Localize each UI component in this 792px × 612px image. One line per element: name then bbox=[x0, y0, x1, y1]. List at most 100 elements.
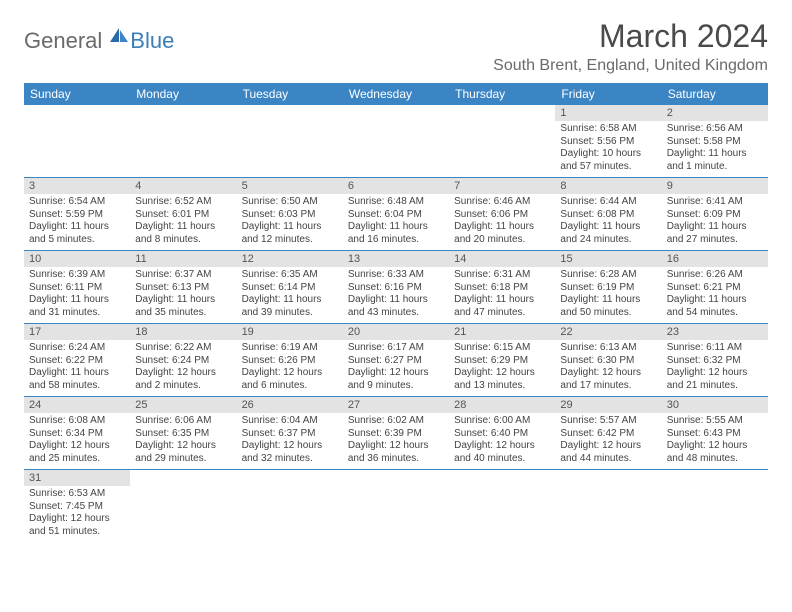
date-number: 9 bbox=[662, 178, 768, 194]
sail-icon bbox=[108, 26, 130, 49]
date-number: 2 bbox=[662, 105, 768, 121]
calendar-cell: 23Sunrise: 6:11 AMSunset: 6:32 PMDayligh… bbox=[662, 324, 768, 396]
calendar-cell: 15Sunrise: 6:28 AMSunset: 6:19 PMDayligh… bbox=[555, 251, 661, 323]
daylight-text: Daylight: 11 hours and 12 minutes. bbox=[242, 221, 338, 246]
sunrise-text: Sunrise: 6:06 AM bbox=[135, 415, 231, 428]
sunset-text: Sunset: 6:29 PM bbox=[454, 355, 550, 368]
calendar-cell: 12Sunrise: 6:35 AMSunset: 6:14 PMDayligh… bbox=[237, 251, 343, 323]
calendar-cell: 30Sunrise: 5:55 AMSunset: 6:43 PMDayligh… bbox=[662, 397, 768, 469]
daylight-text: Daylight: 12 hours and 6 minutes. bbox=[242, 367, 338, 392]
date-number: 30 bbox=[662, 397, 768, 413]
date-number: 26 bbox=[237, 397, 343, 413]
cell-body: Sunrise: 6:33 AMSunset: 6:16 PMDaylight:… bbox=[343, 267, 449, 323]
calendar-cell: 28Sunrise: 6:00 AMSunset: 6:40 PMDayligh… bbox=[449, 397, 555, 469]
sunset-text: Sunset: 6:30 PM bbox=[560, 355, 656, 368]
cell-body: Sunrise: 6:06 AMSunset: 6:35 PMDaylight:… bbox=[130, 413, 236, 469]
daylight-text: Daylight: 12 hours and 25 minutes. bbox=[29, 440, 125, 465]
cell-body: Sunrise: 6:11 AMSunset: 6:32 PMDaylight:… bbox=[662, 340, 768, 396]
sunset-text: Sunset: 6:39 PM bbox=[348, 428, 444, 441]
daylight-text: Daylight: 12 hours and 29 minutes. bbox=[135, 440, 231, 465]
daylight-text: Daylight: 12 hours and 51 minutes. bbox=[29, 513, 125, 538]
header: General Blue March 2024 South Brent, Eng… bbox=[24, 18, 768, 75]
date-number: 22 bbox=[555, 324, 661, 340]
logo: General Blue bbox=[24, 18, 174, 55]
calendar-cell bbox=[237, 105, 343, 177]
date-number: 3 bbox=[24, 178, 130, 194]
sunset-text: Sunset: 6:18 PM bbox=[454, 282, 550, 295]
daylight-text: Daylight: 11 hours and 20 minutes. bbox=[454, 221, 550, 246]
week-row: 31Sunrise: 6:53 AMSunset: 7:45 PMDayligh… bbox=[24, 470, 768, 542]
logo-text-blue: Blue bbox=[130, 28, 174, 54]
day-header-cell: Saturday bbox=[662, 83, 768, 105]
sunrise-text: Sunrise: 6:13 AM bbox=[560, 342, 656, 355]
sunset-text: Sunset: 5:56 PM bbox=[560, 136, 656, 149]
cell-body: Sunrise: 6:41 AMSunset: 6:09 PMDaylight:… bbox=[662, 194, 768, 250]
day-header-cell: Sunday bbox=[24, 83, 130, 105]
logo-text-general: General bbox=[24, 28, 102, 54]
calendar-cell: 27Sunrise: 6:02 AMSunset: 6:39 PMDayligh… bbox=[343, 397, 449, 469]
daylight-text: Daylight: 12 hours and 13 minutes. bbox=[454, 367, 550, 392]
date-number: 31 bbox=[24, 470, 130, 486]
day-header-cell: Friday bbox=[555, 83, 661, 105]
week-row: 24Sunrise: 6:08 AMSunset: 6:34 PMDayligh… bbox=[24, 397, 768, 470]
daylight-text: Daylight: 12 hours and 21 minutes. bbox=[667, 367, 763, 392]
cell-body: Sunrise: 6:52 AMSunset: 6:01 PMDaylight:… bbox=[130, 194, 236, 250]
date-number: 5 bbox=[237, 178, 343, 194]
calendar-cell bbox=[449, 470, 555, 542]
daylight-text: Daylight: 11 hours and 8 minutes. bbox=[135, 221, 231, 246]
sunrise-text: Sunrise: 6:19 AM bbox=[242, 342, 338, 355]
sunrise-text: Sunrise: 6:04 AM bbox=[242, 415, 338, 428]
daylight-text: Daylight: 11 hours and 50 minutes. bbox=[560, 294, 656, 319]
calendar-cell: 26Sunrise: 6:04 AMSunset: 6:37 PMDayligh… bbox=[237, 397, 343, 469]
daylight-text: Daylight: 12 hours and 44 minutes. bbox=[560, 440, 656, 465]
date-number: 10 bbox=[24, 251, 130, 267]
calendar-cell: 4Sunrise: 6:52 AMSunset: 6:01 PMDaylight… bbox=[130, 178, 236, 250]
sunrise-text: Sunrise: 6:46 AM bbox=[454, 196, 550, 209]
sunset-text: Sunset: 6:43 PM bbox=[667, 428, 763, 441]
date-number: 24 bbox=[24, 397, 130, 413]
sunrise-text: Sunrise: 6:44 AM bbox=[560, 196, 656, 209]
sunset-text: Sunset: 6:42 PM bbox=[560, 428, 656, 441]
date-number: 14 bbox=[449, 251, 555, 267]
sunrise-text: Sunrise: 5:57 AM bbox=[560, 415, 656, 428]
calendar-cell bbox=[555, 470, 661, 542]
date-number: 29 bbox=[555, 397, 661, 413]
sunrise-text: Sunrise: 6:58 AM bbox=[560, 123, 656, 136]
day-header-row: SundayMondayTuesdayWednesdayThursdayFrid… bbox=[24, 83, 768, 105]
cell-body: Sunrise: 6:50 AMSunset: 6:03 PMDaylight:… bbox=[237, 194, 343, 250]
sunrise-text: Sunrise: 6:35 AM bbox=[242, 269, 338, 282]
daylight-text: Daylight: 11 hours and 58 minutes. bbox=[29, 367, 125, 392]
daylight-text: Daylight: 11 hours and 5 minutes. bbox=[29, 221, 125, 246]
calendar-cell: 3Sunrise: 6:54 AMSunset: 5:59 PMDaylight… bbox=[24, 178, 130, 250]
cell-body: Sunrise: 6:53 AMSunset: 7:45 PMDaylight:… bbox=[24, 486, 130, 542]
cell-body: Sunrise: 6:54 AMSunset: 5:59 PMDaylight:… bbox=[24, 194, 130, 250]
cell-body: Sunrise: 6:37 AMSunset: 6:13 PMDaylight:… bbox=[130, 267, 236, 323]
calendar-cell: 13Sunrise: 6:33 AMSunset: 6:16 PMDayligh… bbox=[343, 251, 449, 323]
cell-body: Sunrise: 5:55 AMSunset: 6:43 PMDaylight:… bbox=[662, 413, 768, 469]
cell-body: Sunrise: 6:22 AMSunset: 6:24 PMDaylight:… bbox=[130, 340, 236, 396]
calendar-cell: 6Sunrise: 6:48 AMSunset: 6:04 PMDaylight… bbox=[343, 178, 449, 250]
week-row: 3Sunrise: 6:54 AMSunset: 5:59 PMDaylight… bbox=[24, 178, 768, 251]
sunset-text: Sunset: 6:19 PM bbox=[560, 282, 656, 295]
title-block: March 2024 South Brent, England, United … bbox=[493, 18, 768, 75]
date-number: 17 bbox=[24, 324, 130, 340]
calendar-cell bbox=[343, 105, 449, 177]
calendar-cell bbox=[237, 470, 343, 542]
calendar-cell: 20Sunrise: 6:17 AMSunset: 6:27 PMDayligh… bbox=[343, 324, 449, 396]
date-number: 16 bbox=[662, 251, 768, 267]
date-number: 7 bbox=[449, 178, 555, 194]
sunset-text: Sunset: 6:09 PM bbox=[667, 209, 763, 222]
sunrise-text: Sunrise: 6:48 AM bbox=[348, 196, 444, 209]
sunrise-text: Sunrise: 6:37 AM bbox=[135, 269, 231, 282]
sunset-text: Sunset: 6:06 PM bbox=[454, 209, 550, 222]
cell-body: Sunrise: 6:35 AMSunset: 6:14 PMDaylight:… bbox=[237, 267, 343, 323]
date-number: 28 bbox=[449, 397, 555, 413]
cell-body: Sunrise: 6:46 AMSunset: 6:06 PMDaylight:… bbox=[449, 194, 555, 250]
sunset-text: Sunset: 6:37 PM bbox=[242, 428, 338, 441]
calendar-cell bbox=[130, 105, 236, 177]
calendar-cell: 9Sunrise: 6:41 AMSunset: 6:09 PMDaylight… bbox=[662, 178, 768, 250]
sunset-text: Sunset: 6:32 PM bbox=[667, 355, 763, 368]
daylight-text: Daylight: 11 hours and 35 minutes. bbox=[135, 294, 231, 319]
sunset-text: Sunset: 6:16 PM bbox=[348, 282, 444, 295]
calendar-cell: 5Sunrise: 6:50 AMSunset: 6:03 PMDaylight… bbox=[237, 178, 343, 250]
